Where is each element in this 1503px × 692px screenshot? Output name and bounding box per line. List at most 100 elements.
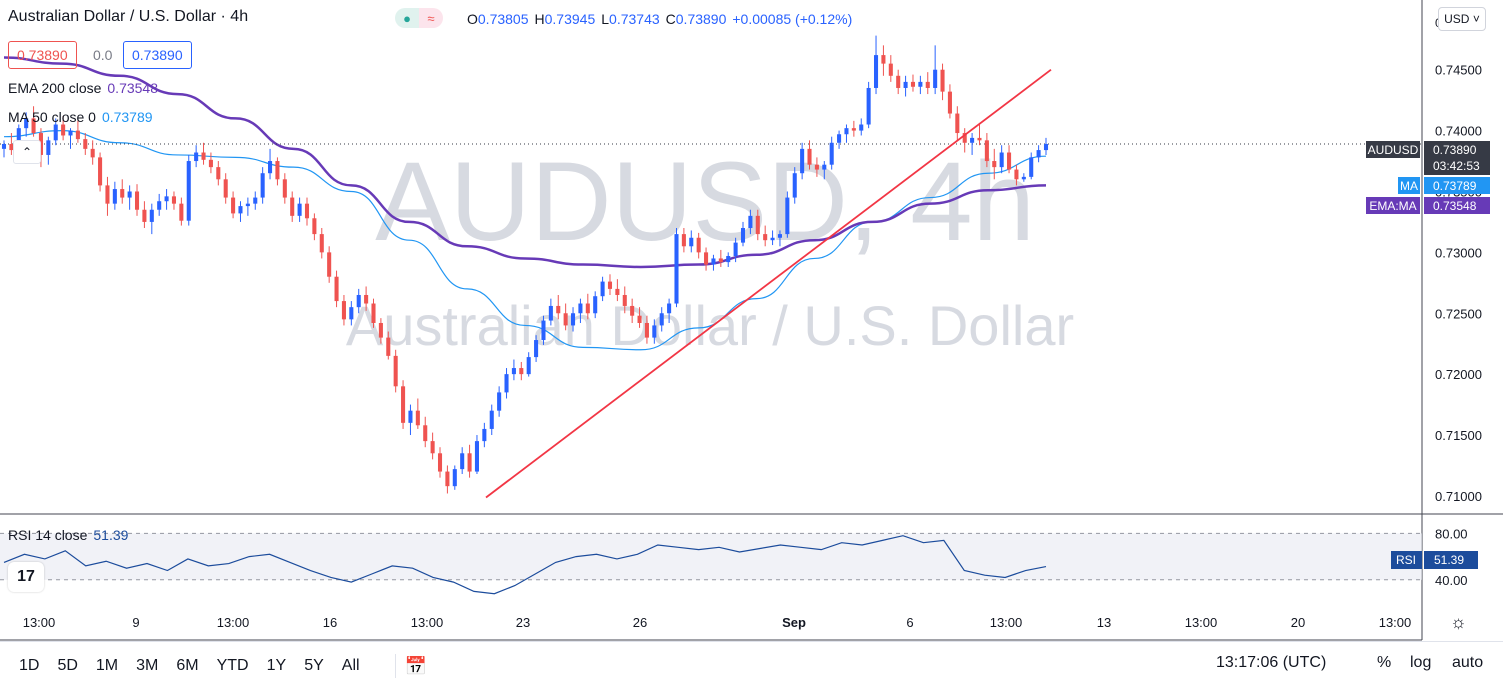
- range-5y-button[interactable]: 5Y: [304, 657, 324, 674]
- range-1y-button[interactable]: 1Y: [266, 657, 287, 674]
- candle-body: [201, 152, 206, 160]
- range-ytd-button[interactable]: YTD: [216, 657, 249, 674]
- candle: [134, 184, 140, 216]
- range-1m-button[interactable]: 1M: [95, 657, 119, 674]
- rsi-line: [3, 535, 1047, 595]
- candle: [814, 157, 819, 177]
- candle: [208, 152, 213, 174]
- candle-body: [674, 234, 679, 304]
- time-tick-label: 20: [1291, 615, 1305, 630]
- candle-body: [401, 386, 406, 423]
- range-5d-button[interactable]: 5D: [57, 657, 78, 674]
- wave-icon[interactable]: ≈: [419, 8, 443, 28]
- time-tick-label: 26: [633, 615, 647, 630]
- candle: [903, 75, 908, 97]
- candle: [763, 225, 768, 247]
- market-open-icon[interactable]: ●: [395, 8, 419, 28]
- range-6m-button[interactable]: 6M: [176, 657, 199, 674]
- ohlc-values: O0.73805 H0.73945 L0.73743 C0.73890 +0.00085…: [467, 11, 858, 27]
- candle-body: [216, 167, 221, 180]
- candle: [807, 140, 812, 170]
- candle-body: [652, 325, 657, 338]
- candle: [888, 55, 893, 82]
- rsi-pane: 80.00 40.00 RSI 51.39: [0, 526, 1478, 595]
- candle: [578, 298, 583, 323]
- candle-body: [711, 258, 716, 265]
- candle: [216, 161, 221, 186]
- price-axis[interactable]: 00.745000.740000.735000.730000.725000.72…: [1366, 16, 1490, 504]
- rsi-label-value-bg: [1424, 551, 1478, 569]
- candle: [290, 191, 295, 222]
- candle-body: [593, 296, 598, 314]
- rsi-label-name-bg: [1391, 551, 1422, 569]
- candle-body: [777, 234, 782, 238]
- candle: [341, 294, 346, 326]
- candle-body: [844, 128, 849, 135]
- candle: [910, 74, 916, 92]
- trendline-group[interactable]: [485, 68, 1052, 499]
- candle: [851, 120, 856, 137]
- candle: [652, 319, 657, 344]
- price-tick-label: 0.72000: [1435, 367, 1482, 382]
- candle-body: [526, 357, 531, 375]
- percent-toggle[interactable]: %: [1377, 654, 1392, 671]
- ohlc-key: O: [467, 11, 478, 27]
- gear-icon[interactable]: ☼: [1450, 612, 1467, 632]
- time-axis[interactable]: 13:00 9 13:00 16 13:00 23 26 Sep 6 13:00 13 13:00 20…: [23, 615, 1412, 630]
- date-range-icon[interactable]: 📅: [404, 655, 427, 676]
- candle: [1043, 137, 1049, 155]
- candle-body: [98, 157, 103, 186]
- chevron-down-icon: ˅: [1472, 12, 1480, 26]
- auto-toggle[interactable]: auto: [1452, 654, 1484, 671]
- clock[interactable]: 13:17:06 (UTC): [1216, 654, 1327, 671]
- candle-body: [430, 441, 435, 454]
- ohlc-value: +0.00085 (+0.12%): [732, 11, 853, 27]
- price-label-name-bg: [1366, 197, 1420, 214]
- watermark: AUDUSD, 4h Australian Dollar / U.S. Doll…: [346, 139, 1074, 357]
- rsi-value: 51.39: [93, 527, 129, 543]
- candle-body: [120, 189, 125, 198]
- candle: [873, 35, 879, 95]
- chart-grid: [0, 0, 1503, 641]
- candle-body: [364, 294, 369, 304]
- range-all-button[interactable]: All: [341, 657, 360, 674]
- candle-body: [837, 134, 842, 143]
- candle-body: [992, 161, 997, 168]
- candle: [689, 230, 694, 253]
- candle: [482, 422, 487, 448]
- candle: [607, 274, 613, 295]
- candle-body: [910, 81, 916, 87]
- candle: [1029, 152, 1034, 180]
- candle: [977, 124, 982, 146]
- candle-body: [1, 143, 7, 149]
- candle: [423, 416, 428, 448]
- range-1d-button[interactable]: 1D: [19, 657, 40, 674]
- candle: [83, 133, 88, 155]
- buy-button[interactable]: 0.73890: [123, 41, 192, 69]
- candle: [593, 291, 598, 319]
- candle-body: [460, 453, 465, 470]
- candle-body: [511, 368, 516, 375]
- candle: [726, 252, 731, 267]
- rsi-legend[interactable]: RSI 14 close 51.39: [8, 527, 128, 543]
- range-buttons: 1D 5D 1M 3M 6M YTD 1Y 5Y All: [0, 657, 369, 675]
- ema-legend[interactable]: EMA 200 close 0.73548: [8, 80, 158, 96]
- candle: [334, 270, 339, 308]
- collapse-legend-button[interactable]: ⌃: [13, 140, 41, 164]
- ohlc-value: 0.73743: [609, 11, 660, 27]
- time-tick-label: 6: [906, 615, 913, 630]
- sell-button[interactable]: 0.73890: [8, 41, 77, 69]
- candle: [90, 140, 95, 165]
- candle: [556, 294, 561, 320]
- candle: [194, 145, 199, 168]
- ma-legend[interactable]: MA 50 close 0 0.73789: [8, 109, 153, 125]
- range-3m-button[interactable]: 3M: [136, 657, 159, 674]
- log-toggle[interactable]: log: [1410, 654, 1432, 671]
- candle: [415, 398, 420, 429]
- currency-select[interactable]: USD ˅: [1438, 7, 1486, 31]
- symbol-title[interactable]: Australian Dollar / U.S. Dollar · 4h: [8, 8, 249, 25]
- tradingview-logo-icon[interactable]: 17: [8, 562, 44, 592]
- candle-body: [194, 152, 199, 162]
- candle: [497, 386, 502, 417]
